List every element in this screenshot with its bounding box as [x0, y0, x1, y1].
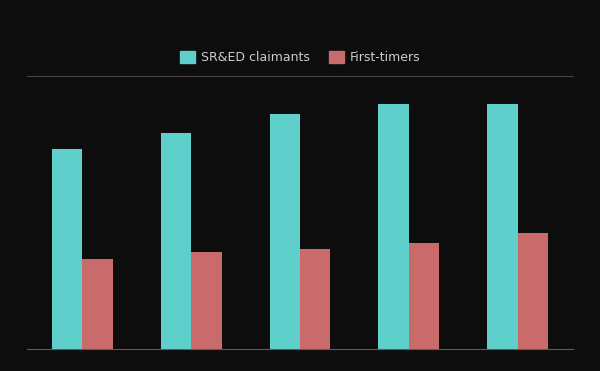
- Bar: [82, 259, 113, 349]
- Bar: [300, 249, 331, 349]
- Bar: [191, 252, 221, 349]
- Bar: [379, 105, 409, 349]
- Bar: [161, 134, 191, 349]
- Bar: [487, 105, 518, 349]
- Bar: [269, 114, 300, 349]
- Bar: [409, 243, 439, 349]
- Bar: [52, 150, 82, 349]
- Legend: SR&ED claimants, First-timers: SR&ED claimants, First-timers: [175, 46, 425, 69]
- Bar: [518, 233, 548, 349]
